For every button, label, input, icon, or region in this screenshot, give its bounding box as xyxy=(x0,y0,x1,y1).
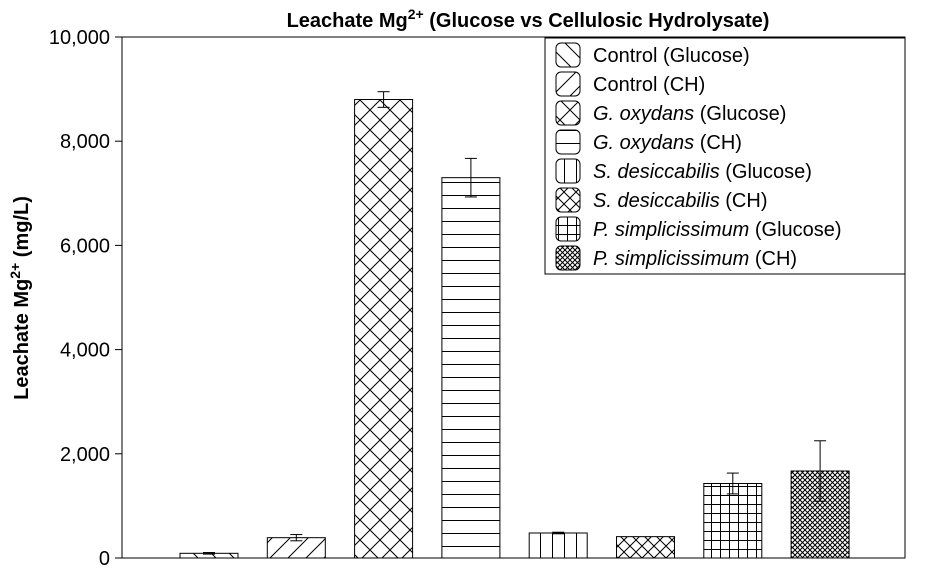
legend-label-condition: (CH) xyxy=(749,248,797,270)
plot-frame xyxy=(121,36,906,559)
legend-label-condition: (Glucose) xyxy=(694,103,786,125)
chart-title-rest: (Glucose vs Cellulosic Hydrolysate) xyxy=(424,10,770,32)
bar-6 xyxy=(616,536,675,559)
bars-group xyxy=(179,91,850,559)
legend-label-condition: (Glucose) xyxy=(720,161,812,183)
legend-swatch-7 xyxy=(555,216,581,242)
legend-label-1: Control (Glucose) xyxy=(593,45,750,67)
y-axis-ticks: 0 2,000 4,000 6,000 8,000 10,000 xyxy=(49,27,122,570)
legend-box xyxy=(544,37,906,275)
legend-label-2: Control (CH) xyxy=(593,74,705,96)
bar-3 xyxy=(354,99,414,559)
y-axis-label-superscript: 2+ xyxy=(7,263,23,279)
y-tick-label: 0 xyxy=(99,548,110,570)
legend-swatch-4 xyxy=(555,129,581,155)
y-tick-label: 8,000 xyxy=(60,131,110,153)
legend-label-condition: Control (Glucose) xyxy=(593,45,750,67)
legend-label-species: P. simplicissimum xyxy=(593,219,749,241)
legend-label-species: G. oxydans xyxy=(593,103,694,125)
legend-label-5: S. desiccabilis (Glucose) xyxy=(593,161,812,183)
legend-swatch-2 xyxy=(555,71,581,97)
legend-label-condition: (Glucose) xyxy=(749,219,841,241)
y-axis-label-rest: (mg/L) xyxy=(11,196,33,263)
chart-title: Leachate Mg2+ (Glucose vs Cellulosic Hyd… xyxy=(287,6,770,32)
legend-label-species: S. desiccabilis xyxy=(593,161,720,183)
legend-swatch-6 xyxy=(555,187,581,213)
legend-swatch-8 xyxy=(555,245,581,271)
legend-swatch-1 xyxy=(555,42,581,68)
legend-label-species: P. simplicissimum xyxy=(593,248,749,270)
legend-label-7: P. simplicissimum (Glucose) xyxy=(593,219,842,241)
y-axis-label: Leachate Mg2+ (mg/L) xyxy=(7,196,33,400)
legend-label-8: P. simplicissimum (CH) xyxy=(593,248,797,270)
y-tick-label: 10,000 xyxy=(49,27,110,49)
y-tick-label: 4,000 xyxy=(60,340,110,362)
legend-label-species: G. oxydans xyxy=(593,132,694,154)
chart-title-superscript: 2+ xyxy=(408,6,424,22)
bar-4 xyxy=(441,177,501,559)
legend-label-condition: (CH) xyxy=(720,190,768,212)
bar-5 xyxy=(528,532,588,559)
legend-label-condition: (CH) xyxy=(694,132,742,154)
legend: Control (Glucose) Control (CH) G. oxydans … xyxy=(544,37,906,275)
y-tick-label: 2,000 xyxy=(60,444,110,466)
legend-label-species: S. desiccabilis xyxy=(593,190,720,212)
legend-label-condition: Control (CH) xyxy=(593,74,705,96)
legend-swatch-5 xyxy=(555,158,581,184)
y-tick-label: 6,000 xyxy=(60,235,110,257)
legend-swatch-3 xyxy=(555,100,581,126)
legend-label-4: G. oxydans (CH) xyxy=(593,132,742,154)
bar-7 xyxy=(703,482,763,559)
legend-label-3: G. oxydans (Glucose) xyxy=(593,103,786,125)
legend-label-6: S. desiccabilis (CH) xyxy=(593,190,767,212)
